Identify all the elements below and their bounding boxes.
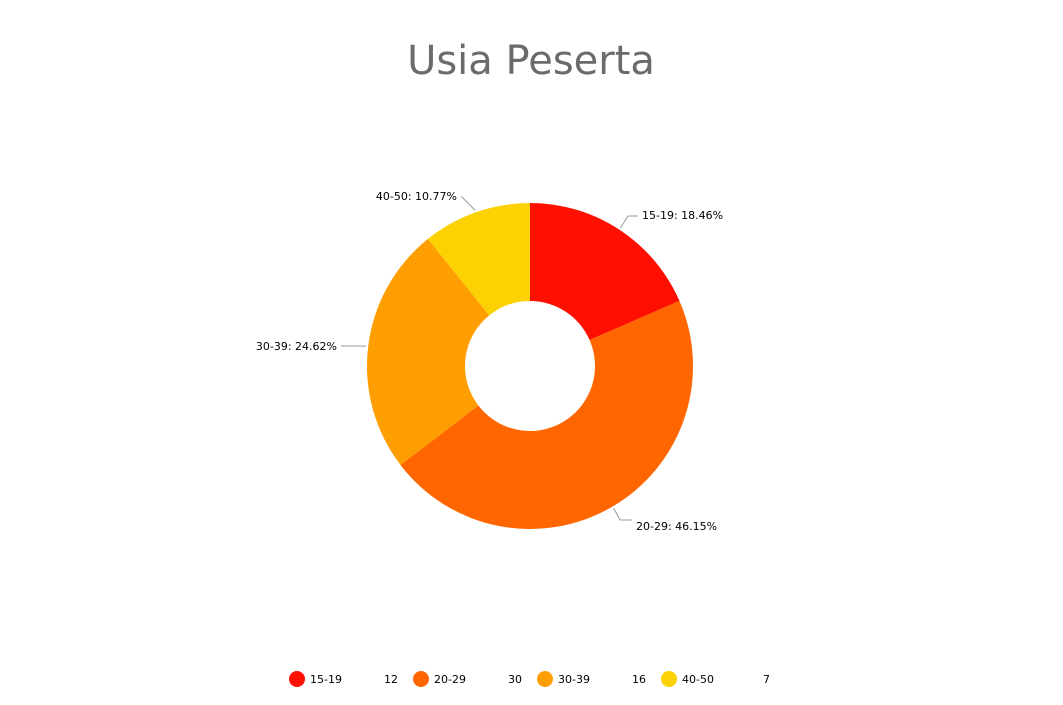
slice-20-29[interactable] <box>400 300 693 529</box>
legend-marker-15-19 <box>289 671 305 687</box>
legend-value-20-29: 30 <box>508 673 522 686</box>
legend-label-20-29: 20-29 <box>434 673 466 686</box>
legend-value-40-50: 7 <box>763 673 770 686</box>
legend-marker-20-29 <box>413 671 429 687</box>
legend-marker-40-50 <box>661 671 677 687</box>
legend-value-15-19: 12 <box>384 673 398 686</box>
legend-value-30-39: 16 <box>632 673 646 686</box>
chart-title: Usia Peserta <box>407 38 655 84</box>
legend-label-40-50: 40-50 <box>682 673 714 686</box>
slice-label-30-39: 30-39: 24.62% <box>256 340 337 353</box>
slice-label-40-50: 40-50: 10.77% <box>376 190 457 203</box>
slice-30-39[interactable] <box>367 238 490 465</box>
legend-item-40-50[interactable]: 40-50 7 <box>661 671 770 687</box>
legend-marker-30-39 <box>537 671 553 687</box>
leader-line-20-29 <box>613 507 632 521</box>
legend: 15-19 12 20-29 30 30-39 16 40-50 7 <box>289 671 770 687</box>
leader-line-40-50 <box>461 196 476 211</box>
legend-label-15-19: 15-19 <box>310 673 342 686</box>
legend-item-30-39[interactable]: 30-39 16 <box>537 671 646 687</box>
legend-item-15-19[interactable]: 15-19 12 <box>289 671 398 687</box>
slice-label-15-19: 15-19: 18.46% <box>642 209 723 222</box>
legend-label-30-39: 30-39 <box>558 673 590 686</box>
slice-label-20-29: 20-29: 46.15% <box>636 520 717 533</box>
slice-labels-group: 15-19: 18.46% 20-29: 46.15% 30-39: 24.62% 4… <box>256 190 723 533</box>
slice-15-19[interactable] <box>530 203 680 341</box>
leader-line-15-19 <box>619 215 638 229</box>
slices-group <box>367 203 693 529</box>
legend-item-20-29[interactable]: 20-29 30 <box>413 671 522 687</box>
slice-40-50[interactable] <box>427 203 530 316</box>
